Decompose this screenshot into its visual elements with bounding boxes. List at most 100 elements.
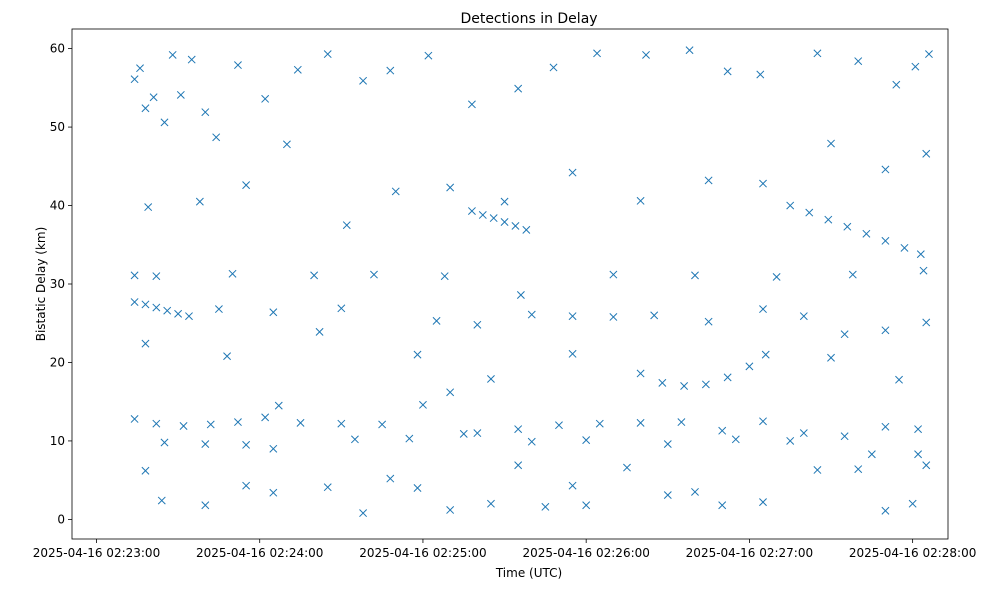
data-point — [511, 221, 520, 230]
y-tick-label: 10 — [50, 434, 65, 448]
data-point — [187, 55, 196, 64]
data-point — [723, 67, 732, 76]
data-point — [595, 419, 604, 428]
data-point — [141, 339, 150, 348]
chart-title: Detections in Delay — [460, 11, 597, 27]
data-point — [881, 422, 890, 431]
y-axis: 0 10 20 30 40 50 60 — [50, 42, 72, 526]
data-point — [761, 350, 770, 359]
data-point — [242, 440, 251, 449]
data-point — [663, 491, 672, 500]
data-point — [813, 466, 822, 474]
data-point — [310, 271, 319, 280]
data-point — [568, 312, 577, 321]
data-point — [516, 291, 525, 299]
data-point — [914, 450, 923, 459]
data-point — [152, 303, 161, 312]
data-point — [582, 436, 591, 445]
data-point — [370, 270, 378, 279]
data-point — [677, 418, 686, 427]
data-point — [892, 80, 901, 89]
data-point — [424, 51, 433, 60]
data-point — [378, 420, 387, 429]
data-point — [895, 375, 903, 384]
data-point — [242, 481, 251, 490]
data-point — [467, 207, 476, 215]
data-point — [759, 498, 767, 507]
data-point — [718, 426, 727, 435]
data-point — [799, 312, 808, 321]
data-point — [152, 419, 161, 428]
data-point — [337, 304, 346, 313]
data-point — [174, 309, 183, 318]
data-point — [467, 100, 476, 109]
data-point — [185, 312, 193, 321]
data-point — [269, 308, 278, 317]
data-point — [386, 474, 395, 483]
x-tick-label: 2025-04-16 02:25:00 — [359, 546, 486, 560]
data-point — [500, 218, 509, 226]
data-point — [141, 104, 150, 113]
data-point — [446, 388, 455, 397]
data-point — [233, 418, 242, 427]
data-point — [522, 225, 531, 234]
data-point — [144, 203, 153, 212]
data-point — [824, 215, 833, 224]
data-point — [514, 425, 523, 434]
x-tick-label: 2025-04-16 02:26:00 — [522, 546, 649, 560]
data-point — [636, 369, 645, 378]
data-point — [881, 326, 890, 335]
data-point — [609, 313, 618, 321]
data-point — [786, 436, 795, 445]
data-point — [680, 382, 689, 390]
data-point — [636, 196, 645, 205]
data-point — [293, 65, 302, 74]
data-point — [201, 108, 210, 117]
data-point — [881, 236, 890, 245]
data-point — [157, 496, 166, 505]
data-point — [609, 270, 618, 279]
data-point — [440, 272, 449, 281]
data-point — [473, 320, 482, 329]
data-point — [500, 197, 509, 206]
y-tick-label: 30 — [50, 277, 65, 291]
data-point — [843, 222, 852, 231]
data-point — [701, 380, 710, 389]
data-point — [840, 432, 849, 441]
data-points — [130, 46, 933, 518]
data-point — [168, 50, 177, 59]
data-point — [337, 419, 346, 428]
data-point — [922, 461, 931, 470]
data-point — [201, 440, 210, 449]
data-point — [568, 168, 577, 177]
data-point — [141, 466, 150, 475]
data-point — [223, 352, 232, 361]
data-point — [691, 487, 699, 496]
data-point — [881, 165, 890, 174]
data-point — [261, 94, 270, 103]
data-point — [261, 413, 270, 422]
data-point — [704, 317, 713, 326]
data-point — [704, 176, 713, 185]
data-point — [854, 465, 863, 474]
data-point — [160, 438, 169, 447]
data-point — [827, 139, 835, 148]
data-point — [163, 306, 172, 315]
data-point — [315, 327, 324, 336]
data-point — [663, 440, 672, 449]
data-point — [413, 350, 422, 359]
data-point — [911, 62, 920, 71]
data-point — [862, 229, 871, 238]
y-tick-label: 20 — [50, 355, 65, 369]
x-tick-label: 2025-04-16 02:24:00 — [196, 546, 323, 560]
data-point — [446, 183, 455, 192]
data-point — [723, 373, 732, 382]
y-axis-label: Bistatic Delay (km) — [34, 227, 48, 342]
data-point — [813, 49, 822, 58]
x-axis-label: Time (UTC) — [495, 566, 562, 580]
data-point — [799, 429, 808, 438]
data-point — [881, 506, 890, 515]
data-point — [323, 483, 332, 492]
data-point — [623, 463, 631, 472]
data-point — [568, 481, 577, 490]
